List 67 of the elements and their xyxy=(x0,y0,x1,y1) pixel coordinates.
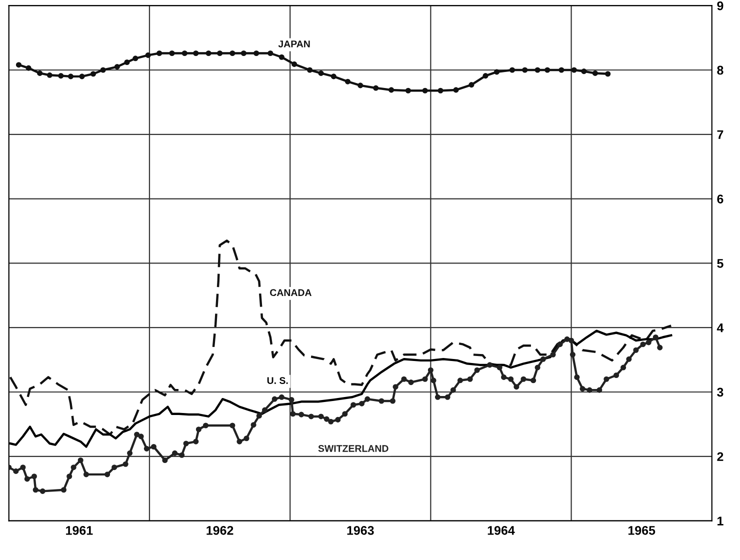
point xyxy=(79,74,85,80)
point xyxy=(605,71,611,77)
point xyxy=(373,85,379,91)
point xyxy=(292,61,298,67)
point xyxy=(468,82,474,88)
point xyxy=(58,73,64,79)
point xyxy=(358,82,364,88)
series-label: JAPAN xyxy=(278,40,310,48)
y-tick-label: 1 xyxy=(718,516,724,526)
point xyxy=(68,74,74,80)
point xyxy=(90,71,96,77)
point xyxy=(278,54,284,60)
y-tick-label: 4 xyxy=(716,324,724,332)
line-series xyxy=(9,240,672,436)
point xyxy=(114,64,120,70)
point xyxy=(344,78,351,84)
point xyxy=(453,87,459,93)
point xyxy=(306,67,313,73)
point xyxy=(558,67,564,73)
y-tick-label: 7 xyxy=(717,130,724,139)
point xyxy=(26,65,32,71)
point xyxy=(132,56,138,62)
point xyxy=(37,70,43,76)
text: U. S. xyxy=(267,377,288,384)
point xyxy=(482,73,488,79)
point xyxy=(217,50,223,56)
point xyxy=(422,88,428,94)
point xyxy=(193,50,199,56)
point xyxy=(534,67,540,73)
y-tick-label: 5 xyxy=(717,259,724,268)
point xyxy=(254,50,260,56)
point xyxy=(145,52,151,58)
point xyxy=(388,87,394,93)
x-tick-label: 1961 xyxy=(66,526,93,535)
point xyxy=(592,70,598,76)
point xyxy=(581,68,587,74)
y-tick-label: 8 xyxy=(717,66,724,75)
point xyxy=(438,88,444,94)
point xyxy=(318,70,324,76)
point xyxy=(169,50,175,56)
point xyxy=(522,67,528,73)
point xyxy=(206,50,212,56)
point xyxy=(156,50,162,56)
point xyxy=(405,88,411,94)
y-tick-label: 2 xyxy=(717,452,724,461)
y-tick-label: 9 xyxy=(717,1,724,10)
point xyxy=(494,69,500,75)
series-label: CANADA xyxy=(270,289,312,296)
text: SWITZERLAND xyxy=(318,445,388,452)
y-tick-label: 3 xyxy=(717,388,724,397)
point xyxy=(100,67,106,73)
point xyxy=(544,67,550,73)
point xyxy=(330,74,336,80)
x-tick-label: 1963 xyxy=(347,526,374,535)
point xyxy=(571,67,577,73)
point xyxy=(230,50,236,56)
x-tick-label: 1962 xyxy=(206,526,234,535)
point xyxy=(509,67,516,73)
y-tick-label: 6 xyxy=(717,194,724,204)
point xyxy=(124,59,130,66)
point xyxy=(268,50,274,56)
point xyxy=(240,50,246,56)
point xyxy=(16,62,22,68)
point xyxy=(46,72,52,78)
x-tick-label: 1965 xyxy=(628,526,656,535)
point xyxy=(182,50,188,56)
x-tick-label: 1964 xyxy=(488,526,515,535)
